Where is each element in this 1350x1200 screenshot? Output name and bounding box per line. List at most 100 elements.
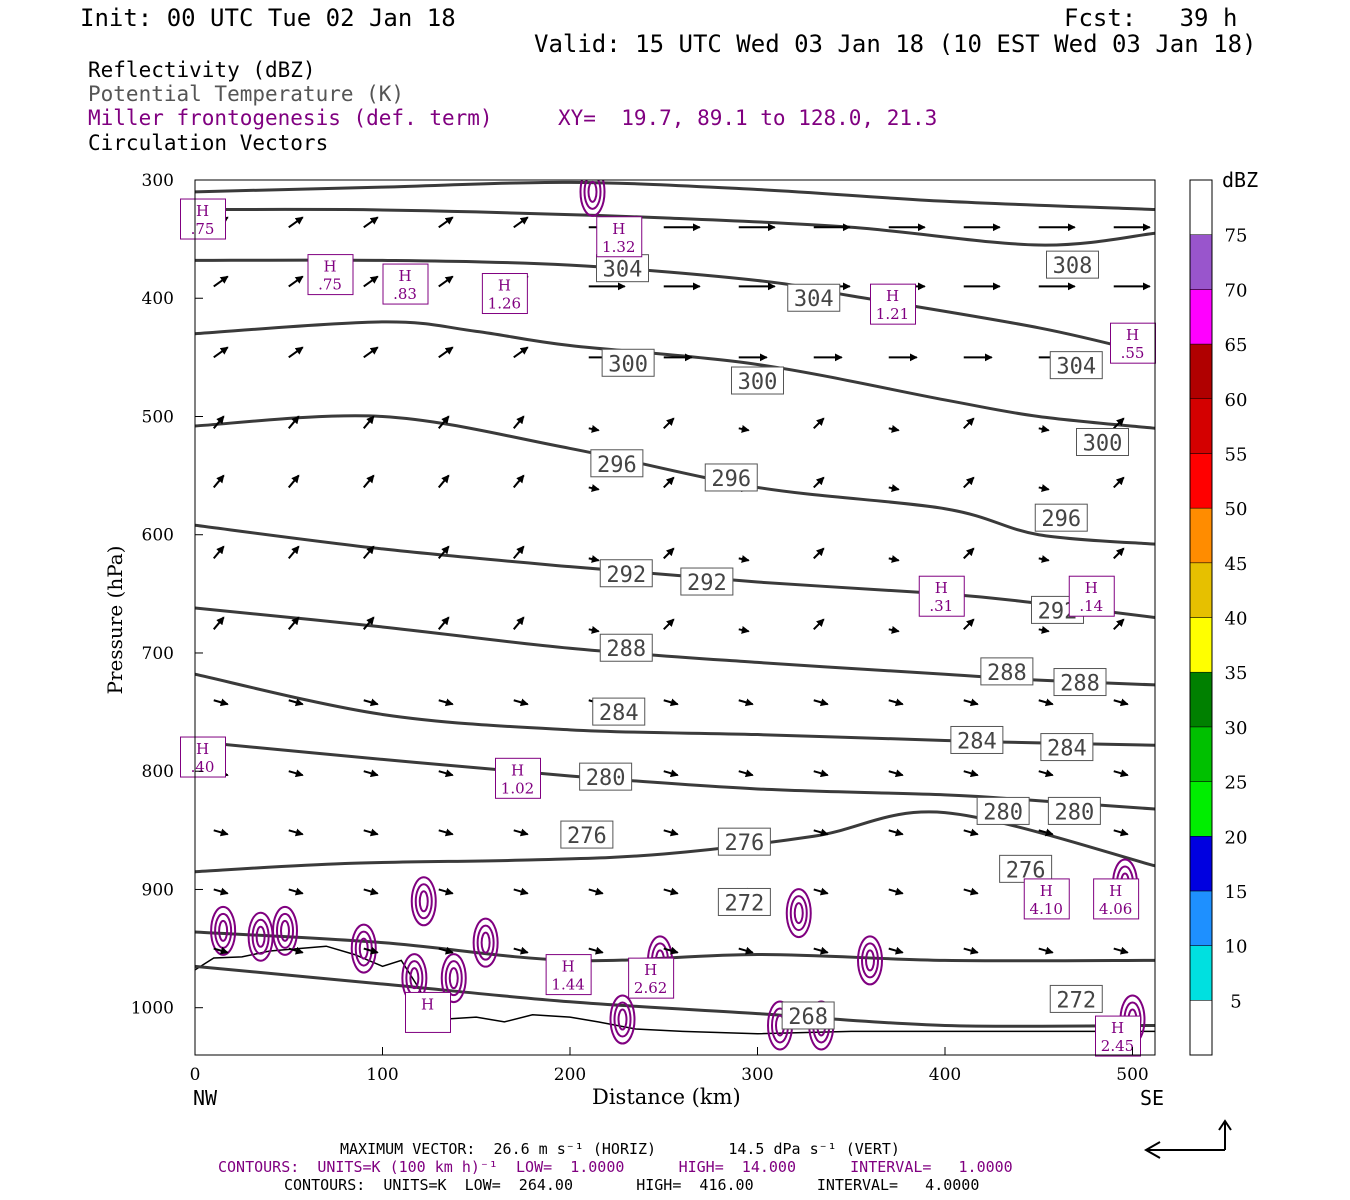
theta-label-box — [560, 820, 614, 849]
frontogenesis-contour — [414, 883, 433, 920]
theta-label-text: 284 — [1047, 737, 1087, 762]
circulation-vector — [512, 545, 525, 560]
frontogenesis-max-box — [628, 957, 675, 999]
theta-label-304: 304 — [596, 254, 649, 283]
frontogenesis-contour — [276, 912, 294, 949]
x-tick-label: 300 — [741, 1065, 773, 1085]
circulation-vector — [588, 555, 600, 563]
circulation-vector — [438, 698, 454, 707]
circulation-vector — [813, 547, 825, 560]
circulation-vector — [513, 828, 529, 837]
circulation-vector — [888, 425, 900, 433]
frontogenesis-contour — [613, 1001, 632, 1038]
circulation-vector — [362, 474, 375, 489]
frontogenesis-contour — [587, 180, 598, 203]
circulation-vector — [287, 474, 300, 489]
circulation-vector — [963, 887, 979, 896]
theta-label-304: 304 — [1049, 351, 1103, 380]
theta-label-296: 296 — [704, 463, 758, 492]
frontogenesis-contour — [480, 931, 491, 954]
frontogenesis-contour — [793, 902, 804, 925]
frontogenesis-max-box — [307, 254, 354, 296]
circulation-vector — [963, 476, 975, 489]
circulation-vector — [363, 275, 379, 288]
theta-label-text: 280 — [1055, 800, 1095, 825]
theta-label-284: 284 — [950, 725, 1004, 754]
theta-label-text: 296 — [597, 453, 637, 478]
frontogenesis-max-label: H4.06 — [1093, 878, 1140, 920]
circulation-vector — [287, 415, 300, 429]
frontogenesis-max-value: 4.10 — [1030, 900, 1063, 918]
circulation-vector — [738, 698, 754, 707]
circulation-vector — [513, 346, 529, 359]
x-tick-label: 200 — [554, 1065, 586, 1085]
circulation-vector — [363, 828, 379, 837]
y-tick-label: 800 — [142, 762, 174, 782]
frontogenesis-max-label: H.75 — [180, 198, 226, 240]
frontogenesis-max-h: H — [1085, 579, 1098, 597]
y-tick-label: 300 — [142, 171, 174, 191]
reference-vector-icon — [1143, 1119, 1232, 1159]
frontogenesis-max-value: .55 — [1121, 344, 1145, 362]
y-tick-label: 900 — [142, 880, 174, 900]
theta-label-box — [781, 1001, 835, 1030]
circulation-vector — [438, 887, 454, 896]
legend-reflectivity: Reflectivity (dBZ) — [88, 58, 316, 82]
circulation-vector — [437, 474, 450, 489]
colorbar-segment — [1189, 890, 1213, 946]
theta-label-280: 280 — [579, 762, 633, 791]
frontogenesis-max-label: H.75 — [307, 254, 354, 296]
circulation-vector — [963, 769, 979, 778]
frontogenesis-max-value: 1.02 — [501, 779, 534, 797]
colorbar-tick-label: 70 — [1225, 280, 1248, 301]
circulation-vector — [1038, 769, 1054, 778]
theta-label-box — [1053, 668, 1107, 697]
circulation-vector — [963, 698, 979, 707]
frontogenesis-max-h: H — [612, 220, 625, 238]
circulation-vector — [212, 415, 225, 429]
colorbar-tick-label: 15 — [1225, 882, 1248, 903]
forecast-hour: Fcst: 39 h — [1064, 4, 1238, 32]
theta-label-box — [680, 567, 734, 596]
frontogenesis-max-value: 2.45 — [1101, 1037, 1134, 1055]
frontogenesis-contour — [617, 1008, 628, 1031]
frontogenesis-contour — [251, 918, 270, 955]
circulation-vector — [663, 476, 675, 489]
colorbar-segment — [1189, 234, 1213, 290]
frontogenesis-max-label: H1.32 — [596, 216, 643, 258]
frontogenesis-max-h: H — [511, 761, 524, 779]
frontogenesis-max-h: H — [1040, 882, 1053, 900]
circulation-vector — [663, 547, 675, 560]
circulation-vector — [213, 698, 229, 707]
circulation-vector — [1038, 425, 1050, 433]
theta-label-296: 296 — [1034, 503, 1088, 532]
circulation-vector — [738, 425, 750, 433]
frontogenesis-max-h: H — [421, 995, 434, 1013]
theta-contour-264 — [195, 964, 1155, 1028]
frontogenesis-contour — [448, 967, 459, 990]
frontogenesis-max-h: H — [644, 961, 657, 979]
y-axis-title: Pressure (hPa) — [103, 545, 127, 695]
x-end-left: NW — [193, 1086, 218, 1110]
colorbar-tick-label: 65 — [1225, 335, 1248, 356]
frontogenesis-max-label: H.40 — [180, 736, 226, 778]
frontogenesis-max-box — [1093, 878, 1140, 920]
circulation-vector — [288, 946, 304, 955]
theta-contour-300 — [195, 258, 1155, 357]
theta-label-text: 308 — [1053, 254, 1093, 279]
frontogenesis-contour — [210, 905, 237, 956]
theta-label-276: 276 — [717, 827, 771, 856]
colorbar-unit: dBZ — [1222, 168, 1259, 192]
theta-label-box — [704, 463, 758, 492]
theta-label-box — [950, 725, 1004, 754]
frontogenesis-max-box — [481, 273, 528, 315]
frontogenesis-max-box — [180, 198, 226, 240]
x-tick-label: 100 — [366, 1065, 398, 1085]
circulation-vector — [513, 946, 529, 955]
circulation-vector — [512, 474, 525, 489]
theta-label-300: 300 — [1076, 428, 1129, 457]
frontogenesis-contour — [609, 994, 636, 1045]
circulation-vector — [1113, 547, 1125, 560]
circulation-vector — [288, 828, 304, 837]
circulation-vector — [588, 484, 600, 492]
